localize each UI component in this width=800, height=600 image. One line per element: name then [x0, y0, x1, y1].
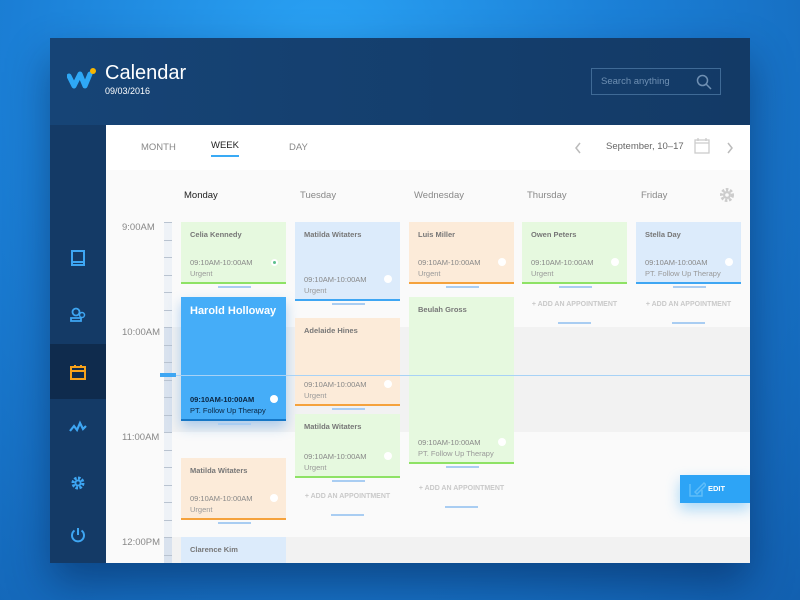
- activity-icon: [69, 419, 87, 432]
- event-beulah-gross[interactable]: Beulah Gross 09:10AM-10:00AM PT. Follow Up…: [409, 297, 514, 468]
- search-placeholder: Search anything: [601, 76, 670, 87]
- day-header-friday: Friday: [641, 190, 668, 201]
- add-appointment-button[interactable]: + ADD AN APPOINTMENT: [409, 480, 514, 508]
- time-label: 9:00AM: [122, 222, 155, 233]
- status-dot[interactable]: [725, 258, 733, 266]
- event-celia-kennedy[interactable]: Celia Kennedy 09:10AM-10:00AM Urgent: [181, 222, 286, 288]
- time-tick: [164, 344, 172, 346]
- add-appointment-button[interactable]: + ADD AN APPOINTMENT: [636, 296, 741, 324]
- sidebar-item-book[interactable]: [50, 230, 106, 285]
- time-label: 12:00PM: [122, 537, 161, 548]
- tab-month[interactable]: MONTH: [141, 142, 176, 153]
- event-owen-peters[interactable]: Owen Peters 09:10AM-10:00AM Urgent: [522, 222, 627, 288]
- sidebar-item-activity[interactable]: [50, 399, 106, 454]
- status-dot[interactable]: [384, 380, 392, 388]
- status-dot[interactable]: [384, 275, 392, 283]
- time-tick: [164, 327, 172, 328]
- settings-icon: [71, 476, 85, 489]
- time-tick: [164, 484, 172, 486]
- day-header-monday: Monday: [184, 190, 218, 201]
- time-label: 10:00AM: [122, 327, 161, 338]
- book-icon: [71, 249, 85, 266]
- time-label: 11:00AM: [122, 432, 160, 443]
- tab-day[interactable]: DAY: [289, 142, 308, 153]
- header: Calendar 09/03/2016 Search anything: [50, 38, 750, 125]
- time-tick: [164, 362, 172, 363]
- time-tick: [164, 292, 172, 293]
- time-tick: [164, 449, 172, 451]
- app-title: Calendar: [105, 62, 187, 84]
- sidebar-item-calendar[interactable]: [50, 344, 106, 399]
- add-appointment-button[interactable]: + ADD AN APPOINTMENT: [522, 296, 627, 324]
- edit-label: EDIT: [708, 484, 726, 493]
- app-date: 09/03/2016: [105, 86, 151, 96]
- status-dot[interactable]: [611, 258, 619, 266]
- status-dot[interactable]: [270, 395, 278, 403]
- chevron-right-icon[interactable]: [726, 142, 734, 154]
- time-tick: [164, 554, 172, 556]
- time-tick: [164, 274, 172, 276]
- time-tick: [164, 537, 172, 538]
- users-icon: [70, 307, 86, 322]
- view-tabs: MONTH WEEK DAY September, 10–17: [106, 125, 750, 170]
- day-header-tuesday: Tuesday: [300, 190, 337, 201]
- event-luis-miller[interactable]: Luis Miller 09:10AM-10:00AM Urgent: [409, 222, 514, 288]
- status-dot[interactable]: [498, 438, 506, 446]
- time-tick: [164, 467, 172, 468]
- calendar-icon: [70, 364, 86, 380]
- tab-week[interactable]: WEEK: [211, 140, 239, 157]
- time-tick: [164, 257, 172, 258]
- time-tick: [164, 414, 172, 416]
- search-input[interactable]: Search anything: [591, 68, 721, 95]
- event-stella-day[interactable]: Stella Day 09:10AM-10:00AM PT. Follow Up T…: [636, 222, 741, 288]
- settings-icon[interactable]: [719, 187, 735, 203]
- time-tick: [164, 432, 172, 433]
- time-rail: [164, 222, 172, 563]
- day-header-thursday: Thursday: [527, 190, 567, 201]
- event-clarence-kim[interactable]: Clarence Kim: [181, 537, 286, 563]
- event-matilda-witaters[interactable]: Matilda Witaters 09:10AM-10:00AM Urgent: [181, 458, 286, 524]
- time-tick: [164, 239, 172, 241]
- add-appointment-button[interactable]: + ADD AN APPOINTMENT: [295, 488, 400, 516]
- status-dot[interactable]: [270, 494, 278, 502]
- status-dot[interactable]: [498, 258, 506, 266]
- time-tick: [164, 222, 172, 223]
- current-time-line: [162, 375, 750, 376]
- calendar-window: Calendar 09/03/2016 Search anything MONT…: [50, 38, 750, 563]
- calendar-panel: MONTH WEEK DAY September, 10–17 Monday T…: [106, 125, 750, 563]
- sidebar-item-power[interactable]: [50, 507, 106, 562]
- calendar-picker-icon[interactable]: [694, 138, 710, 154]
- chevron-left-icon[interactable]: [574, 142, 582, 154]
- status-dot[interactable]: [271, 259, 278, 266]
- status-dot[interactable]: [384, 452, 392, 460]
- event-adelaide-hines[interactable]: Adelaide Hines 09:10AM-10:00AM Urgent: [295, 318, 400, 410]
- app-logo-icon: [67, 68, 96, 89]
- sidebar: [50, 125, 106, 563]
- time-tick: [164, 309, 172, 311]
- time-tick: [164, 502, 172, 503]
- time-tick: [164, 397, 172, 398]
- power-icon: [71, 527, 85, 542]
- edit-button[interactable]: EDIT: [680, 475, 750, 503]
- day-header-wednesday: Wednesday: [414, 190, 464, 201]
- edit-icon: [689, 481, 706, 497]
- event-matilda-witaters[interactable]: Matilda Witaters 09:10AM-10:00AM Urgent: [295, 222, 400, 305]
- sidebar-item-settings[interactable]: [50, 455, 106, 510]
- search-icon[interactable]: [696, 74, 712, 90]
- time-tick: [164, 379, 172, 381]
- sidebar-item-users[interactable]: [50, 286, 106, 341]
- time-tick: [164, 519, 172, 521]
- current-time-marker[interactable]: [160, 373, 176, 377]
- date-range: September, 10–17: [606, 141, 684, 152]
- event-harold-holloway[interactable]: Harold Holloway 09:10AM-10:00AM PT. Follow…: [181, 297, 286, 425]
- event-matilda-witaters[interactable]: Matilda Witaters 09:10AM-10:00AM Urgent: [295, 414, 400, 482]
